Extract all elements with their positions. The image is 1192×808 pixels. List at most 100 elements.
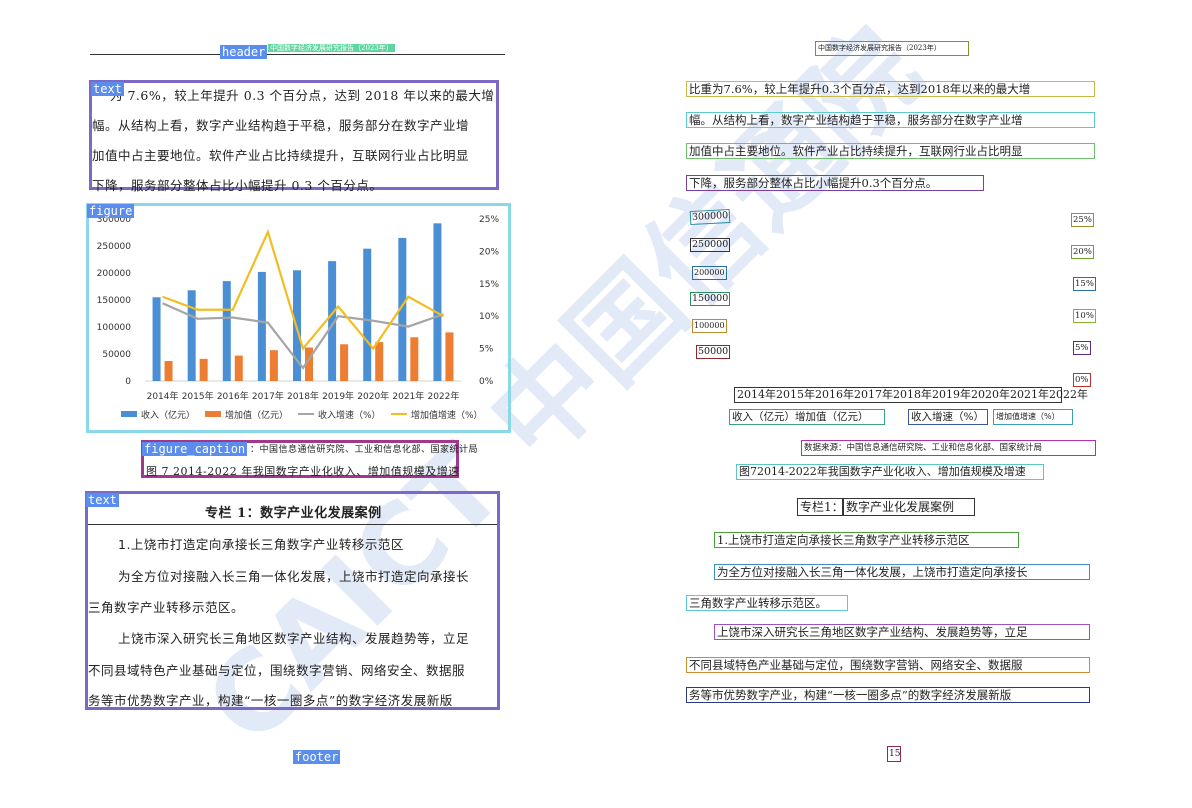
right-y-left-label: 50000 [696, 345, 731, 359]
right-para1-line: 比重为7.6%，较上年提升0.3个百分点，达到2018年以来的最大增 [686, 81, 1095, 97]
right-y-left-label: 150000 [690, 292, 731, 306]
bar-revenue [363, 248, 372, 381]
legend-swatch [205, 411, 221, 417]
right-y-right-label: 25% [1071, 213, 1094, 227]
right-caption-text: 图72014-2022年我国数字产业化收入、增加值规模及增速 [736, 464, 1044, 480]
right-box-line: 不同县域特色产业基础与定位，围绕数字营销、网络安全、数据服 [686, 657, 1090, 673]
x-tick-label: 2018年 [287, 390, 319, 402]
y-left-tick-label: 200000 [97, 269, 132, 279]
right-legend-a: 收入（亿元）增加值（亿元） [729, 409, 885, 425]
left-box-line: 三角数字产业转移示范区。 [88, 600, 245, 615]
bar-revenue [257, 271, 266, 381]
bar-value-added [234, 355, 243, 381]
right-y-right-label: 0% [1073, 373, 1091, 387]
layout-tag-text: text [91, 82, 124, 96]
y-left-tick-label: 100000 [97, 323, 132, 333]
y-left-tick-label: 0 [125, 377, 131, 387]
left-figure-caption: 图 7 2014-2022 年我国数字产业化收入、增加值规模及增速 [141, 440, 459, 478]
left-source-text: ：中国信息通信研究院、工业和信息化部、国家统计局 [250, 445, 479, 455]
x-tick-label: 2020年 [357, 390, 389, 402]
x-tick-label: 2022年 [427, 390, 459, 402]
x-tick-label: 2017年 [252, 390, 284, 402]
right-y-left-label: 250000 [690, 238, 731, 252]
y-left-tick-label: 150000 [97, 296, 132, 306]
left-box-line: 1.上饶市打造定向承接长三角数字产业转移示范区 [118, 537, 404, 552]
x-tick-label: 2015年 [182, 390, 214, 402]
left-text-block-1: 为 7.6%，较上年提升 0.3 个百分点，达到 2018 年以来的最大增 幅。… [89, 80, 499, 193]
layout-tag-figure-caption: figure_caption [142, 442, 248, 456]
y-right-tick-label: 0% [479, 377, 494, 387]
left-box-line: 不同县域特色产业基础与定位，围绕数字营销、网络安全、数据服 [88, 663, 466, 678]
layout-tag-text: text [86, 493, 119, 507]
x-tick-label: 2014年 [147, 390, 179, 402]
legend-label: 增加值（亿元） [225, 409, 288, 421]
left-box-line: 上饶市深入研究长三角地区数字产业结构、发展趋势等，立足 [118, 631, 470, 646]
left-box-line: 为全方位对接融入长三角一体化发展，上饶市打造定向承接长 [118, 569, 470, 584]
bar-revenue [433, 223, 442, 381]
y-left-tick-label: 300000 [97, 215, 132, 225]
left-header-text: 中国数字经济发展研究报告（2023年） [268, 44, 395, 52]
right-box-line: 三角数字产业转移示范区。 [686, 595, 848, 611]
y-left-tick-label: 50000 [102, 350, 131, 360]
x-tick-label: 2019年 [322, 390, 354, 402]
bar-value-added [269, 350, 278, 381]
bar-value-added [199, 358, 208, 381]
right-para1-line: 幅。从结构上看，数字产业结构趋于平稳，服务部分在数字产业增 [686, 112, 1095, 128]
right-legend-b: 收入增速（%） [908, 409, 988, 425]
right-y-right-label: 15% [1073, 277, 1096, 291]
header-rule [90, 54, 505, 55]
line-value-added-growth [162, 228, 444, 351]
right-x-years: 2014年2015年2016年2017年2018年2019年2020年2021年… [734, 387, 1088, 403]
right-header-text: 中国数字经济发展研究报告（2023年） [815, 41, 969, 56]
bar-value-added [375, 342, 384, 381]
bar-value-added [164, 361, 173, 381]
right-y-left-label: 200000 [692, 266, 727, 280]
left-box-title: 专栏 1：数字产业化发展案例 [205, 506, 382, 521]
layout-tag-header: header [220, 45, 268, 59]
line-revenue-growth [162, 302, 444, 370]
bar-value-added [340, 344, 349, 381]
right-y-left-label: 100000 [692, 319, 727, 333]
x-tick-label: 2021年 [392, 390, 424, 402]
legend-label: 收入增速（%） [318, 409, 381, 421]
left-caption-text: 图 7 2014-2022 年我国数字产业化收入、增加值规模及增速 [146, 465, 460, 478]
legend-label: 增加值增速（%） [411, 409, 483, 421]
left-para1-line: 加值中占主要地位。软件产业占比持续提升，互联网行业占比明显 [92, 148, 470, 163]
right-box-title-a: 专栏1： [797, 498, 844, 516]
bar-value-added [305, 347, 313, 381]
left-column-box: 专栏 1：数字产业化发展案例 1.上饶市打造定向承接长三角数字产业转移示范区 为… [85, 491, 500, 710]
layout-tag-footer: footer [293, 750, 341, 764]
right-y-right-label: 20% [1071, 245, 1094, 259]
left-para1-line: 下降，服务部分整体占比小幅提升 0.3 个百分点。 [92, 178, 383, 193]
right-para1-line: 加值中占主要地位。软件产业占比持续提升，互联网行业占比明显 [686, 143, 1095, 159]
bar-revenue [398, 237, 407, 381]
y-right-tick-label: 20% [479, 247, 499, 257]
right-box-title-b: 数字产业化发展案例 [843, 498, 975, 516]
y-right-tick-label: 25% [479, 215, 499, 225]
right-source-text: 数据来源：中国信息通信研究院、工业和信息化部、国家统计局 [801, 440, 1096, 456]
bar-revenue [222, 281, 231, 381]
right-box-line: 上饶市深入研究长三角地区数字产业结构、发展趋势等，立足 [714, 624, 1090, 640]
x-tick-label: 2016年 [217, 390, 249, 402]
left-figure: 300000 250000 200000 150000 100000 50000 0 25% 2… [86, 203, 511, 433]
y-left-tick-label: 250000 [97, 242, 132, 252]
y-right-tick-label: 15% [479, 280, 499, 290]
y-right-tick-label: 10% [479, 312, 499, 322]
bar-value-added [445, 332, 454, 381]
revenue-chart: 300000 250000 200000 150000 100000 50000 0 25% 2… [97, 215, 500, 421]
right-para1-line: 下降，服务部分整体占比小幅提升0.3个百分点。 [686, 175, 984, 191]
bar-revenue [152, 297, 161, 381]
right-box-line: 务等市优势数字产业，构建“一核一圈多点”的数字经济发展新版 [686, 687, 1090, 703]
legend-label: 收入（亿元） [141, 409, 195, 421]
left-para1-line: 幅。从结构上看，数字产业结构趋于平稳，服务部分在数字产业增 [92, 118, 470, 133]
right-y-right-label: 5% [1073, 341, 1091, 355]
bar-revenue [187, 290, 196, 381]
right-y-right-label: 10% [1073, 309, 1096, 323]
box-title-rule [88, 524, 497, 525]
right-y-left-label: 300000 [689, 208, 731, 226]
right-box-line: 为全方位对接融入长三角一体化发展，上饶市打造定向承接长 [714, 564, 1090, 580]
left-para1-line: 为 7.6%，较上年提升 0.3 个百分点，达到 2018 年以来的最大增 [110, 88, 495, 103]
legend-swatch [121, 411, 137, 417]
right-box-line: 1.上饶市打造定向承接长三角数字产业转移示范区 [714, 532, 1019, 548]
layout-tag-figure: figure [87, 204, 135, 218]
